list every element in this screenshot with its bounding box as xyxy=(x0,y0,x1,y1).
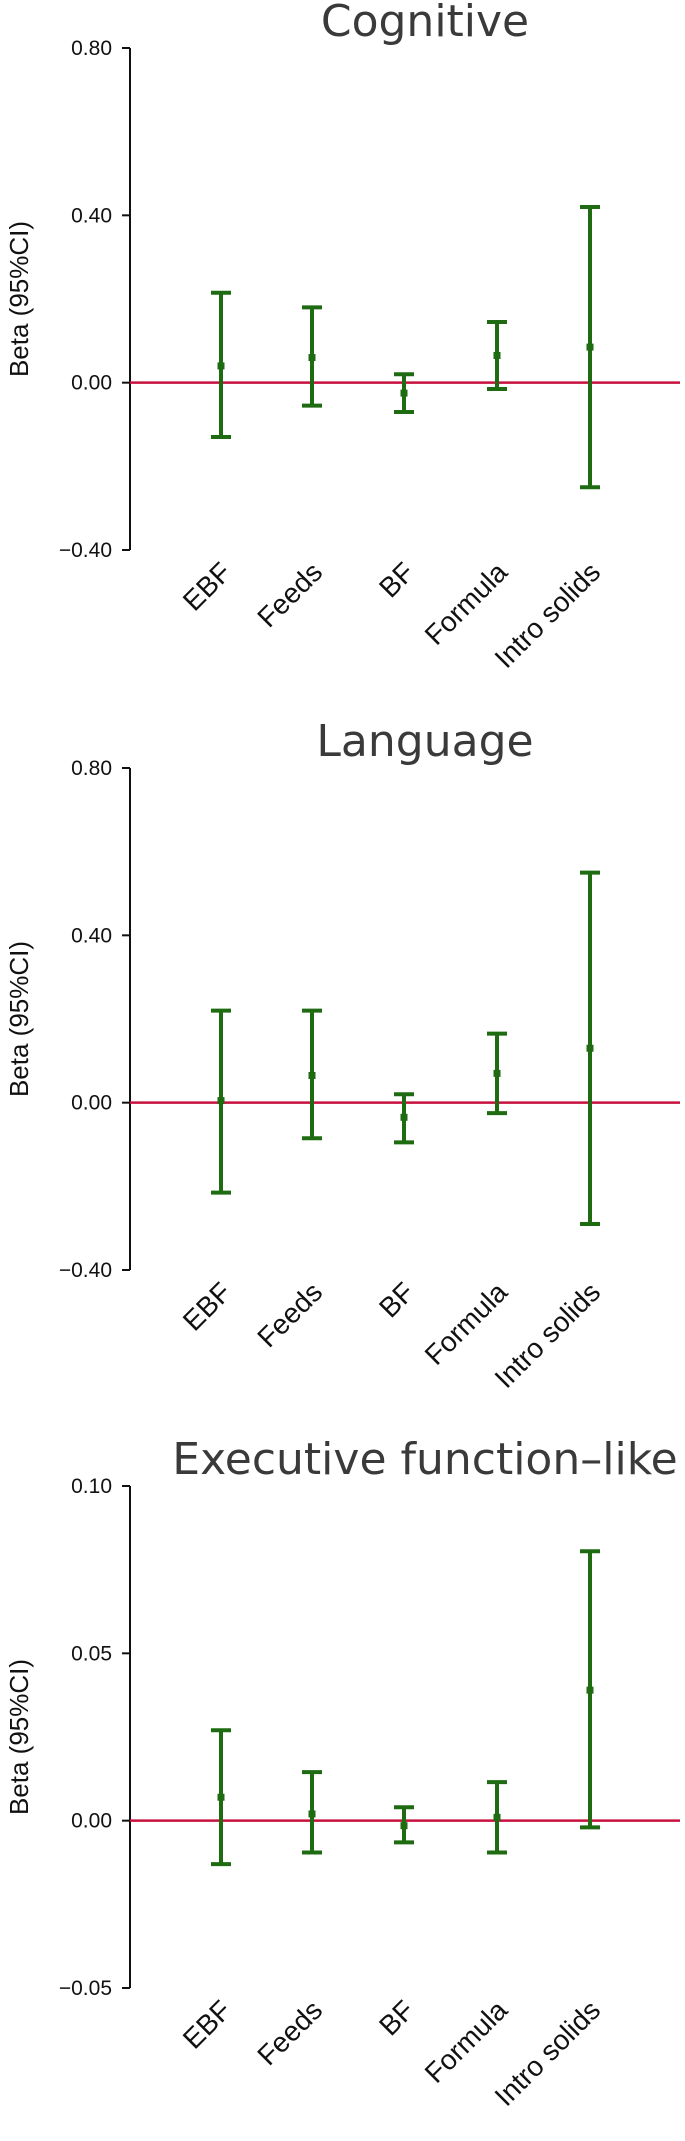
point-estimate xyxy=(308,354,316,362)
x-tick-label: EBF xyxy=(177,1994,237,2054)
point-estimate xyxy=(400,1113,408,1121)
x-tick-label: Formula xyxy=(419,556,514,651)
y-tick-label: 0.00 xyxy=(71,1810,112,1833)
y-tick-label: 0.80 xyxy=(71,37,112,60)
point-estimate xyxy=(586,343,594,351)
errorbar-feeds xyxy=(302,305,322,408)
y-tick-label: 0.10 xyxy=(71,1475,112,1498)
point-estimate xyxy=(493,1069,501,1077)
x-tick-label: Formula xyxy=(419,1994,514,2089)
errorbar-ebf xyxy=(211,1008,231,1195)
errorbar-feeds xyxy=(302,1770,322,1855)
point-estimate xyxy=(308,1071,316,1079)
errorbar-ebf xyxy=(211,1728,231,1867)
point-estimate xyxy=(493,351,501,359)
chart-title: Language xyxy=(316,716,533,767)
point-estimate xyxy=(400,389,408,397)
point-estimate xyxy=(217,1793,225,1801)
panel-2: Language Beta (95%CI) 0.80 0.40 0.00 −0.40 EBF… xyxy=(4,716,680,1394)
errorbar-bf xyxy=(394,1092,414,1145)
panel-1: Cognitive Beta (95%CI) 0.80 0.40 0.00 −0.40 EB… xyxy=(4,0,680,674)
point-estimate xyxy=(586,1044,594,1052)
x-tick-label: Feeds xyxy=(251,1994,328,2071)
errorbar-formula xyxy=(487,320,507,391)
point-estimate xyxy=(217,1097,225,1105)
x-tick-label: Feeds xyxy=(251,1276,328,1353)
point-estimate xyxy=(217,362,225,370)
x-tick-label: Feeds xyxy=(251,556,328,633)
errorbar-intro-solids xyxy=(580,1549,600,1830)
x-tick-label: Formula xyxy=(419,1276,514,1371)
y-tick-label: −0.40 xyxy=(59,1259,112,1282)
x-tick-label: BF xyxy=(373,1994,420,2041)
y-tick-label: 0.00 xyxy=(71,1092,112,1115)
errorbar-bf xyxy=(394,1805,414,1845)
errorbar-formula xyxy=(487,1031,507,1116)
errorbar-feeds xyxy=(302,1008,322,1141)
y-axis-label: Beta (95%CI) xyxy=(4,221,34,377)
y-axis-label: Beta (95%CI) xyxy=(4,1659,34,1815)
x-tick-label: BF xyxy=(373,556,420,603)
panel-3: Executive function–like Beta (95%CI) 0.10 0… xyxy=(4,1434,680,2112)
x-tick-label: EBF xyxy=(177,556,237,616)
y-tick-label: 0.05 xyxy=(71,1642,112,1665)
x-tick-label: BF xyxy=(373,1276,420,1323)
errorbar-bf xyxy=(394,372,414,414)
y-axis-label: Beta (95%CI) xyxy=(4,941,34,1097)
point-estimate xyxy=(308,1810,316,1818)
errorbar-formula xyxy=(487,1780,507,1855)
point-estimate xyxy=(400,1822,408,1830)
chart-title: Cognitive xyxy=(321,0,529,47)
errorbar-ebf xyxy=(211,290,231,440)
y-tick-label: 0.00 xyxy=(71,372,112,395)
y-tick-label: 0.80 xyxy=(71,757,112,780)
y-tick-label: −0.05 xyxy=(59,1977,112,2000)
y-tick-label: 0.40 xyxy=(71,924,112,947)
chart-title: Executive function–like xyxy=(172,1434,677,1485)
errorbar-intro-solids xyxy=(580,204,600,490)
point-estimate xyxy=(586,1686,594,1694)
y-tick-label: −0.40 xyxy=(59,539,112,562)
y-tick-label: 0.40 xyxy=(71,204,112,227)
x-tick-label: EBF xyxy=(177,1276,237,1336)
point-estimate xyxy=(493,1813,501,1821)
errorbar-intro-solids xyxy=(580,870,600,1226)
